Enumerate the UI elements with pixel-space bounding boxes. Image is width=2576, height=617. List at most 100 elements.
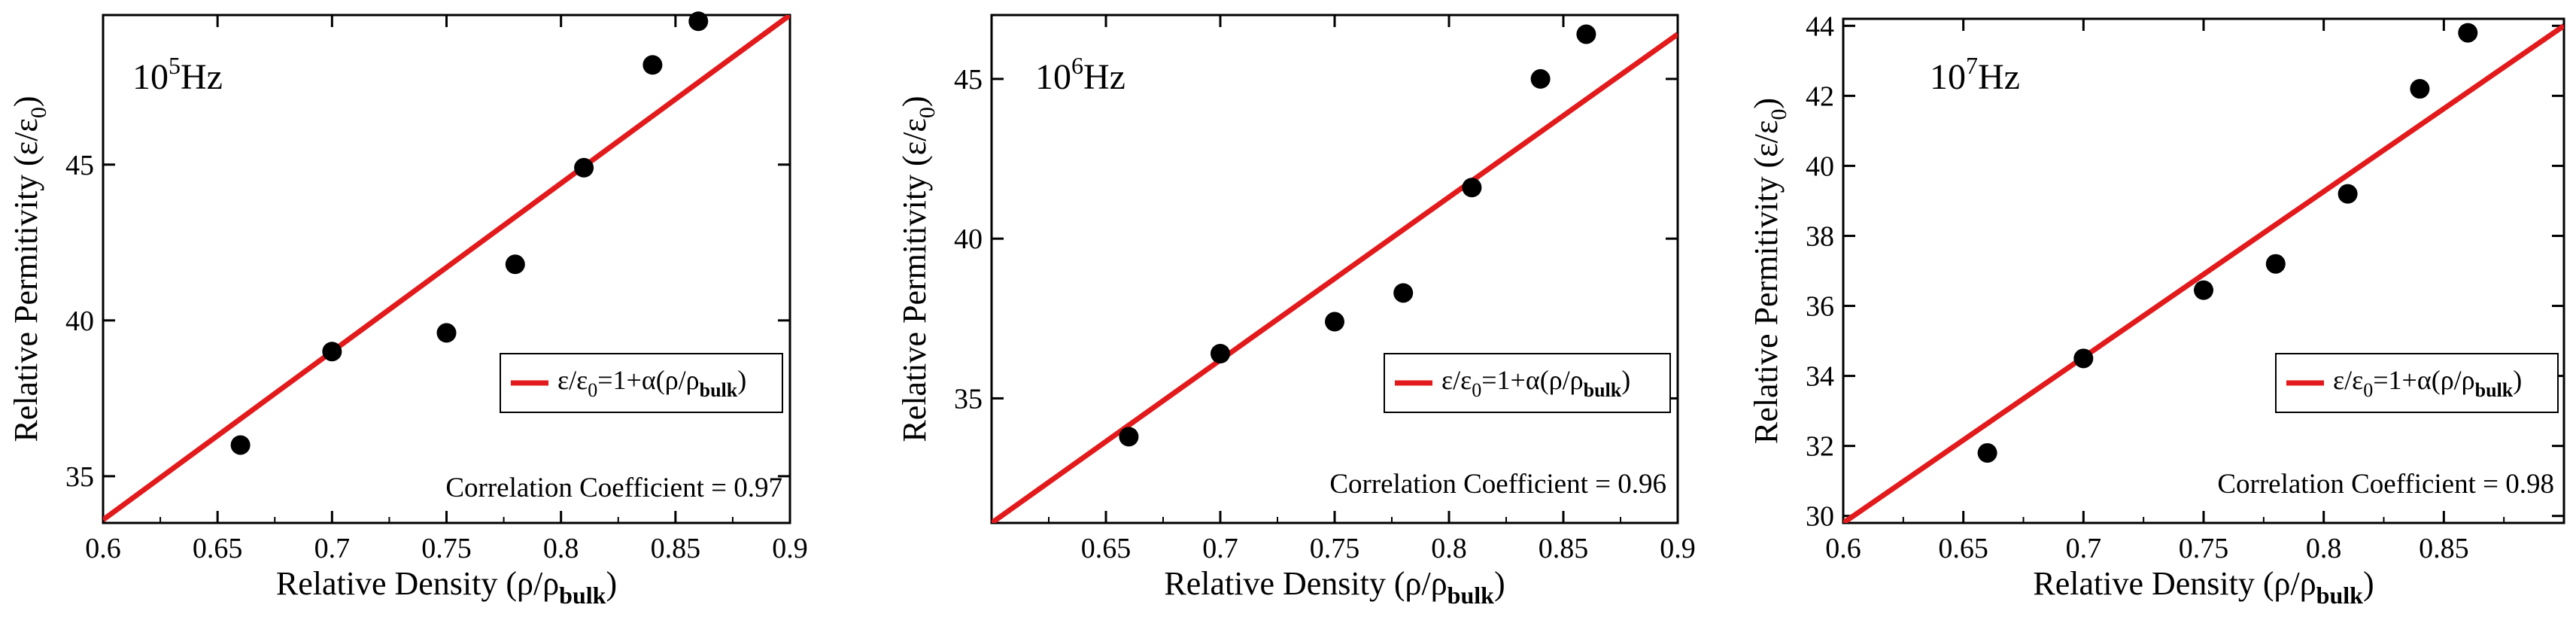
frequency-exponent: 5 [169,52,181,79]
data-point [642,55,663,75]
data-point [2410,79,2430,99]
y-axis-label-sub: 0 [1766,109,1791,120]
data-point [436,323,457,343]
x-tick-label: 0.7 [1202,533,1238,564]
x-tick-label: 0.85 [2419,533,2469,564]
data-point [2073,348,2094,369]
data-point [1211,344,1230,363]
legend-eps: ε/ε [1441,365,1472,395]
legend-label: ε/ε0=1+α(ρ/ρbulk) [1441,365,1630,401]
legend-rest: =1+α(ρ/ρ [597,365,699,395]
y-axis-label: Relative Permitivity (ε/ε0) [896,96,940,442]
frequency-base: 10 [1035,57,1071,97]
frequency-label: 106Hz [1035,52,1125,97]
legend-eps-sub: 0 [588,379,597,401]
y-tick-label: 38 [1806,220,1834,252]
y-axis-label-main: Relative Permitivity (ε/ε [896,118,933,442]
data-point [322,342,342,362]
legend-end: ) [2513,365,2522,395]
y-tick-label: 40 [1806,150,1834,182]
y-tick-label: 42 [1806,81,1834,112]
x-axis-label-sub: bulk [559,582,606,609]
x-tick-label: 0.9 [772,533,808,564]
y-tick-label: 40 [954,223,983,255]
data-point [505,254,525,275]
data-point [1977,442,1997,463]
y-tick-label: 30 [1806,501,1834,533]
correlation-annotation: Correlation Coefficient = 0.97 [445,473,782,503]
y-tick-label: 44 [1806,11,1834,42]
frequency-unit: Hz [1978,57,2020,97]
fit-line [992,32,1678,523]
x-tick-label: 0.7 [314,533,351,564]
data-point [230,435,251,455]
y-axis-label-sub: 0 [915,107,940,118]
x-axis-label-end: ) [2363,565,2374,602]
frequency-unit: Hz [181,57,223,97]
legend-rest: =1+α(ρ/ρ [2373,365,2474,395]
legend-end: ) [1621,365,1630,395]
y-axis-label-main: Relative Permitivity (ε/ε [1748,120,1785,444]
legend-rest: =1+α(ρ/ρ [1481,365,1583,395]
correlation-annotation: Correlation Coefficient = 0.98 [2217,469,2554,500]
y-axis-label: Relative Permitivity (ε/ε0) [8,96,51,442]
y-axis-label: Relative Permitivity (ε/ε0) [1748,98,1791,444]
x-axis-label-sub: bulk [1447,582,1494,609]
frequency-label: 107Hz [1930,52,2020,97]
data-point [2265,254,2286,274]
frequency-exponent: 6 [1071,52,1083,79]
x-tick-label: 0.8 [543,533,579,564]
data-point [1393,283,1414,303]
x-tick-label: 0.75 [421,533,472,564]
legend-eps: ε/ε [557,365,588,395]
x-tick-label: 0.85 [651,533,701,564]
y-tick-label: 36 [1806,291,1834,323]
x-tick-label: 0.6 [1825,533,1861,564]
x-tick-label: 0.65 [1938,533,1988,564]
legend-rest-sub: bulk [1584,379,1622,401]
frequency-label: 105Hz [132,52,223,97]
y-axis-label-end: ) [1748,98,1785,109]
x-tick-label: 0.85 [1539,533,1589,564]
y-tick-label: 35 [954,383,983,415]
x-axis-label: Relative Density (ρ/ρbulk) [1164,565,1505,609]
y-tick-label: 34 [1806,361,1834,393]
data-point [1462,178,1482,198]
data-point [1576,24,1596,44]
legend-rest-sub: bulk [2475,379,2514,401]
legend-rest-sub: bulk [700,379,738,401]
data-point [2194,280,2213,300]
data-point [1325,312,1344,332]
legend-label: ε/ε0=1+α(ρ/ρbulk) [2333,365,2522,401]
x-tick-label: 0.8 [1431,533,1467,564]
x-tick-label: 0.65 [1081,533,1132,564]
y-tick-label: 45 [954,64,983,96]
legend-box [500,353,783,413]
x-axis-label-main: Relative Density (ρ/ρ [1164,565,1447,602]
frequency-exponent: 7 [1966,52,1978,79]
x-tick-label: 0.75 [2179,533,2229,564]
correlation-annotation: Correlation Coefficient = 0.96 [1329,469,1666,500]
y-axis-label-main: Relative Permitivity (ε/ε [8,118,44,442]
legend-eps-sub: 0 [1472,379,1481,401]
fit-line [1843,23,2564,523]
x-axis-label-main: Relative Density (ρ/ρ [2033,565,2316,602]
y-axis-label-end: ) [896,96,933,107]
data-point [574,157,594,178]
x-tick-label: 0.9 [1660,533,1696,564]
x-axis-label: Relative Density (ρ/ρbulk) [2033,565,2374,609]
data-point [688,11,709,32]
x-axis-label-end: ) [606,565,617,602]
y-tick-label: 35 [65,461,94,493]
legend-eps-sub: 0 [2363,379,2373,401]
chart-panel-3: 0.6 0.65 0.7 0.75 0.8 0.85 30 32 34 36 38 40 42 44 107… [1748,11,2565,609]
x-tick-label: 0.7 [2066,533,2102,564]
legend-end: ) [737,365,746,395]
fit-line [103,15,790,522]
data-point [1119,427,1139,447]
x-axis-label-end: ) [1494,565,1505,602]
y-tick-label: 32 [1806,431,1834,463]
x-axis-label: Relative Density (ρ/ρbulk) [276,565,617,609]
